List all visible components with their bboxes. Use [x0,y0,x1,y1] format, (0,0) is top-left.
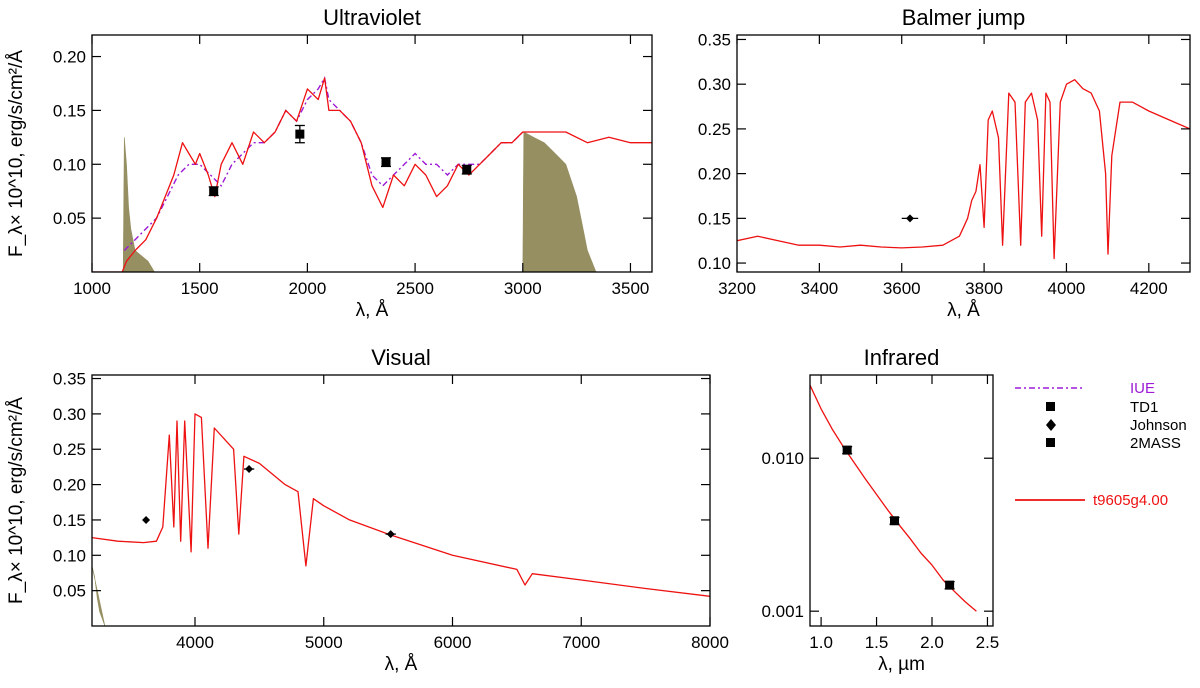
balmer-ytick-label-3: 0.25 [698,120,731,139]
infrared-xtick-label-1: 1.5 [865,633,889,652]
visual-xtick-label-2: 6000 [434,633,472,652]
visual-ytick-label-6: 0.35 [53,370,86,389]
legend-johnson-marker [1046,419,1056,431]
legend-2mass-label: 2MASS [1130,435,1181,452]
infrared-2mass-point-0 [842,445,852,455]
legend-td1-marker [1046,402,1055,411]
visual-ytick-label-3: 0.20 [53,476,86,495]
visual-xtick-label-1: 5000 [305,633,343,652]
infrared-xtick-label-3: 2.5 [976,633,1000,652]
visual-johnson-point-2 [386,530,395,539]
infrared-2mass-point-1 [890,516,900,526]
visual-johnson-point-0 [142,515,151,524]
uv-flux-fill-0 [122,137,155,272]
infrared-title: Infrared [864,345,940,370]
visual-xtick-label-0: 4000 [176,633,214,652]
uv-xtick-label-3: 2500 [396,279,434,298]
visual-ytick-label-1: 0.10 [53,546,86,565]
balmer-xtick-label-4: 4000 [1048,279,1086,298]
balmer-jump-panel: Balmer jump 3200 3400 3600 3800 4000 4200 0.10 0… [698,5,1191,321]
infrared-xlabel: λ, µm [878,654,925,675]
legend: IUE TD1 Johnson 2MASS t9605g4.00 [1015,380,1187,509]
uv-xtick-label-0: 1000 [73,279,111,298]
visual-flux-fill-0 [92,565,106,626]
visual-johnson-point-1 [245,465,254,474]
visual-axes-frame [91,374,711,627]
balmer-model-series [737,79,1190,260]
legend-td1-label: TD1 [1130,399,1158,416]
infrared-xtick-label-0: 1.0 [809,633,833,652]
balmer-johnson-point-0 [905,214,914,223]
uv-model-series [92,77,652,272]
visual-title: Visual [371,345,431,370]
uv-td1-point-0 [209,186,219,196]
uv-iue-series [123,76,524,251]
uv-ylabel: F_λ× 10^10, erg/s/cm²/Å [6,50,27,257]
balmer-xtick-label-5: 4200 [1130,279,1168,298]
infrared-ytick-label-1: 0.010 [761,449,804,468]
uv-ytick-label-1: 0.10 [53,155,86,174]
uv-xlabel: λ, Å [356,300,389,321]
visual-xtick-label-4: 8000 [691,633,729,652]
uv-ytick-label-3: 0.20 [53,48,86,67]
infrared-xtick-label-2: 2.0 [920,633,944,652]
balmer-axes-frame [736,34,1191,273]
visual-ytick-label-4: 0.25 [53,440,86,459]
uv-ytick-label-2: 0.15 [53,101,86,120]
infrared-2mass-point-2 [945,580,955,590]
balmer-xtick-label-1: 3400 [800,279,838,298]
uv-xtick-label-2: 2000 [288,279,326,298]
visual-ytick-label-0: 0.05 [53,582,86,601]
balmer-xlabel: λ, Å [947,300,980,321]
infrared-axes-frame [809,374,994,627]
uv-td1-point-3 [462,165,472,175]
balmer-ytick-label-1: 0.15 [698,209,731,228]
visual-ylabel: F_λ× 10^10, erg/s/cm²/Å [6,397,27,604]
balmer-ytick-label-4: 0.30 [698,75,731,94]
legend-iue-label: IUE [1130,380,1155,397]
visual-ytick-label-2: 0.15 [53,511,86,530]
balmer-ytick-label-0: 0.10 [698,254,731,273]
legend-johnson-label: Johnson [1130,417,1187,434]
balmer-title: Balmer jump [902,5,1025,30]
ultraviolet-panel: Ultraviolet 1000 1500 2000 2500 3000 3500 0.05 0… [6,5,653,321]
infrared-model-series [810,384,977,612]
balmer-xtick-label-2: 3600 [883,279,921,298]
balmer-xtick-label-0: 3200 [718,279,756,298]
visual-ytick-label-5: 0.30 [53,405,86,424]
balmer-ytick-label-5: 0.35 [698,30,731,49]
visual-model-series [92,413,710,597]
balmer-xtick-label-3: 3800 [965,279,1003,298]
infrared-ytick-label-0: 0.001 [761,602,804,621]
uv-axes-frame [91,34,653,273]
visual-xtick-label-3: 7000 [562,633,600,652]
visual-panel: Visual 4000 5000 6000 7000 8000 0.05 0.10 0.15 0.… [6,345,729,675]
uv-ytick-label-0: 0.05 [53,209,86,228]
uv-td1-point-2 [381,157,391,167]
uv-xtick-label-5: 3500 [612,279,650,298]
uv-xtick-label-1: 1500 [181,279,219,298]
uv-td1-point-1 [295,129,305,139]
infrared-panel: Infrared 1.0 1.5 2.0 2.5 0.001 0.010 λ, µm [761,345,999,675]
visual-xlabel: λ, Å [385,654,418,675]
uv-flux-fill-1 [522,131,597,272]
legend-2mass-marker [1046,438,1055,447]
uv-title: Ultraviolet [323,5,421,30]
legend-model-label: t9605g4.00 [1093,492,1168,509]
balmer-ytick-label-2: 0.20 [698,165,731,184]
uv-xtick-label-4: 3000 [504,279,542,298]
